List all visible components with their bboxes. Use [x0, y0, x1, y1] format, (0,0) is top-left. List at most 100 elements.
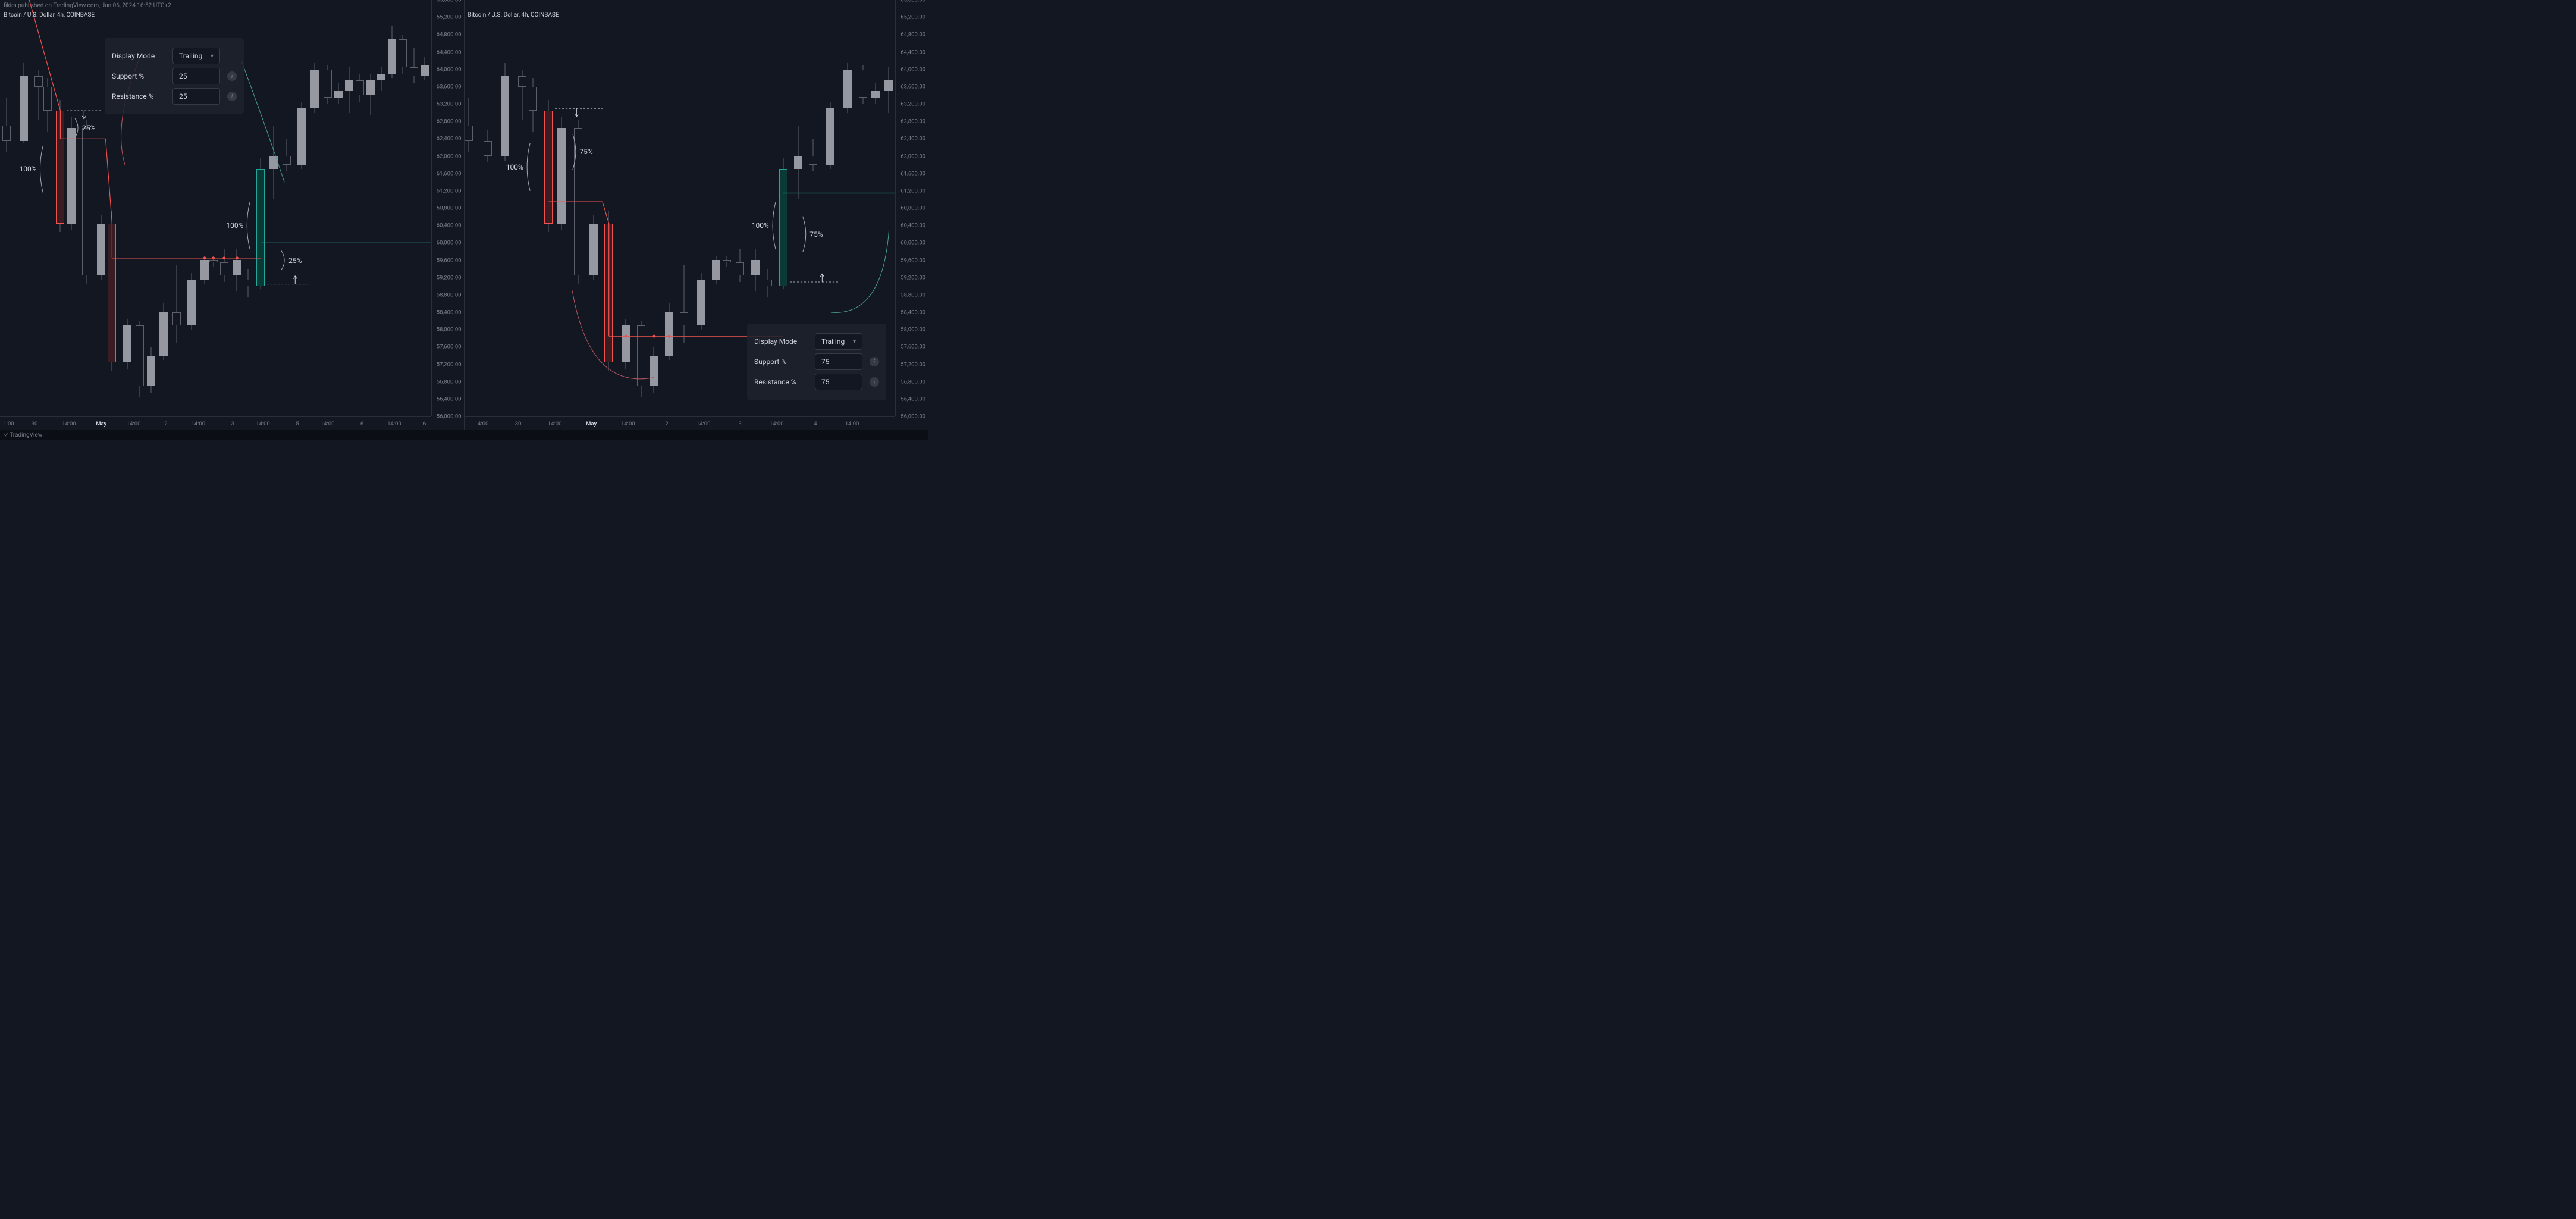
x-axis-label: 14:00: [696, 421, 711, 427]
y-axis-label: 58,400.00: [900, 309, 925, 316]
info-icon[interactable]: i: [870, 357, 879, 366]
y-axis-label: 56,000.00: [437, 413, 462, 420]
info-icon[interactable]: i: [227, 71, 237, 81]
resistance-input[interactable]: 75: [815, 374, 862, 390]
x-axis-label: 4: [814, 421, 817, 427]
annotation-label: 25%: [288, 256, 302, 265]
y-axis[interactable]: 56,000.0056,400.0056,800.0057,200.0057,6…: [431, 0, 464, 416]
display-mode-select[interactable]: Trailing▾: [815, 333, 862, 350]
candle: [209, 256, 218, 267]
settings-label: Resistance %: [112, 92, 165, 101]
x-axis-label: 30: [515, 421, 522, 427]
candle: [529, 78, 537, 132]
y-axis-label: 61,600.00: [900, 170, 925, 177]
y-axis-label: 62,800.00: [900, 118, 925, 125]
candle: [123, 319, 131, 369]
candle: [269, 126, 278, 199]
y-axis-label: 65,200.00: [437, 14, 462, 21]
y-axis-label: 64,400.00: [437, 49, 462, 55]
candle: [334, 83, 343, 104]
candle: [465, 98, 473, 152]
candle: [723, 256, 731, 267]
candle: [680, 265, 688, 343]
x-axis-label: 2: [665, 421, 668, 427]
y-axis-label: 62,400.00: [437, 136, 462, 142]
y-axis-label: 64,800.00: [437, 32, 462, 38]
candle: [187, 273, 196, 330]
candle: [589, 215, 598, 280]
candle: [736, 249, 744, 282]
y-axis-label: 59,200.00: [900, 274, 925, 281]
candle: [751, 249, 760, 290]
x-axis-label: 3: [231, 421, 234, 427]
candle: [324, 65, 332, 104]
y-axis-label: 61,200.00: [900, 187, 925, 194]
candle: [484, 130, 492, 163]
y-axis-label: 60,800.00: [900, 205, 925, 212]
y-axis-label: 63,200.00: [437, 101, 462, 108]
x-axis-label: 14:00: [256, 421, 270, 427]
y-axis-label: 60,000.00: [900, 240, 925, 246]
y-axis-label: 65,600.00: [437, 0, 462, 4]
tradingview-logo-icon: ⁷⁄: [4, 432, 7, 438]
y-axis-label: 56,400.00: [437, 396, 462, 402]
candle: [159, 303, 168, 360]
settings-panel: Display ModeTrailing▾Support %25iResista…: [105, 38, 244, 114]
candle: [310, 63, 319, 113]
candle: [604, 211, 613, 371]
candle: [779, 158, 787, 289]
candle: [366, 74, 375, 115]
y-axis[interactable]: 56,000.0056,400.0056,800.0057,200.0057,6…: [895, 0, 928, 416]
y-axis-label: 64,400.00: [900, 49, 925, 55]
settings-panel: Display ModeTrailing▾Support %75iResista…: [747, 324, 886, 400]
y-axis-label: 56,400.00: [900, 396, 925, 402]
candle: [697, 273, 705, 330]
y-axis-label: 56,000.00: [900, 413, 925, 420]
y-axis-label: 56,800.00: [437, 378, 462, 385]
x-axis-label: 6: [423, 421, 426, 427]
y-axis-label: 62,000.00: [900, 153, 925, 159]
candle: [147, 347, 155, 393]
x-axis[interactable]: 1:003014:00May14:00214:00314:00514:00614…: [0, 416, 431, 430]
support-input[interactable]: 75: [815, 353, 862, 370]
y-axis-label: 63,200.00: [900, 101, 925, 108]
x-axis-label: 14:00: [321, 421, 335, 427]
x-axis-label: 14:00: [770, 421, 784, 427]
candle: [233, 249, 241, 290]
x-axis-label: 14:00: [621, 421, 635, 427]
annotation-label: 75%: [809, 230, 823, 239]
chevron-down-icon: ▾: [211, 53, 214, 59]
settings-label: Support %: [112, 72, 165, 80]
candle: [574, 120, 582, 284]
candle: [244, 269, 252, 297]
candle: [345, 67, 353, 113]
candle: [97, 215, 105, 280]
y-axis-label: 58,800.00: [900, 292, 925, 298]
candle: [843, 63, 852, 113]
symbol-title: Bitcoin / U.S. Dollar, 4h, COINBASE: [4, 12, 95, 18]
candle: [871, 83, 880, 104]
x-axis-label: 3: [739, 421, 742, 427]
chart-panel-right[interactable]: Bitcoin / U.S. Dollar, 4h, COINBASE100%7…: [465, 0, 928, 430]
resistance-input[interactable]: 25: [172, 88, 220, 105]
candle: [2, 98, 11, 152]
info-icon[interactable]: i: [870, 377, 879, 387]
display-mode-select[interactable]: Trailing▾: [172, 48, 220, 64]
y-axis-label: 65,200.00: [900, 14, 925, 21]
candle: [172, 265, 181, 343]
candle: [665, 303, 673, 360]
chart-panel-left[interactable]: fikira published on TradingView.com, Jun…: [0, 0, 465, 430]
x-axis[interactable]: 14:003014:00May14:00214:00314:00414:00: [465, 416, 896, 430]
x-axis-label: 14:00: [62, 421, 76, 427]
candle: [764, 269, 772, 297]
candle: [43, 78, 52, 132]
y-axis-label: 64,000.00: [900, 66, 925, 73]
x-axis-label: 14:00: [127, 421, 141, 427]
y-axis-label: 60,800.00: [437, 205, 462, 212]
support-input[interactable]: 25: [172, 68, 220, 84]
candle: [136, 321, 144, 397]
info-icon[interactable]: i: [227, 92, 237, 101]
y-axis-label: 59,600.00: [900, 257, 925, 264]
candle: [356, 74, 364, 102]
y-axis-label: 62,800.00: [437, 118, 462, 125]
